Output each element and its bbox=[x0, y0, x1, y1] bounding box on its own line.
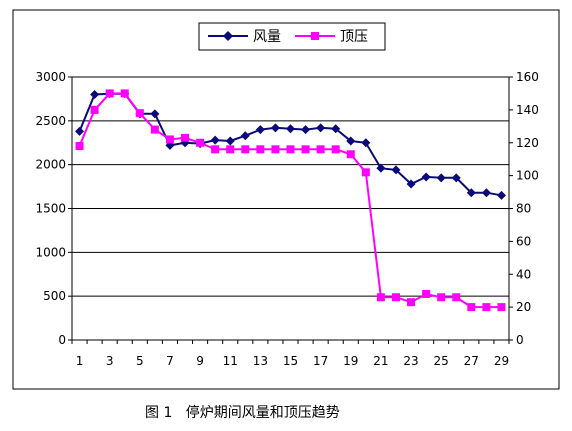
grid-lines bbox=[72, 76, 509, 297]
x-tick-label: 3 bbox=[106, 354, 114, 368]
right-tick-label: 40 bbox=[516, 267, 531, 281]
legend-label-fengliang: 风量 bbox=[253, 29, 281, 45]
data-point-diamond bbox=[451, 173, 461, 183]
data-point-diamond bbox=[210, 135, 220, 145]
x-tick-label: 5 bbox=[136, 354, 144, 368]
data-point-square bbox=[407, 298, 416, 307]
data-point-square bbox=[301, 145, 310, 154]
right-tick-label: 160 bbox=[516, 70, 539, 84]
data-point-square bbox=[437, 293, 446, 302]
data-point-square bbox=[256, 145, 265, 154]
data-point-square bbox=[286, 145, 295, 154]
data-point-diamond bbox=[286, 124, 295, 134]
data-point-square bbox=[467, 303, 476, 312]
x-tick-label: 23 bbox=[403, 354, 418, 368]
data-point-square bbox=[422, 289, 431, 298]
data-point-diamond bbox=[466, 188, 476, 198]
data-point-square bbox=[226, 145, 235, 154]
data-point-diamond bbox=[270, 123, 280, 133]
left-tick-label: 3000 bbox=[35, 70, 66, 84]
data-point-diamond bbox=[301, 125, 311, 135]
data-point-square bbox=[271, 145, 280, 154]
legend-label-dingya: 顶压 bbox=[340, 29, 368, 45]
left-tick-label: 1000 bbox=[35, 245, 66, 259]
x-tick-label: 15 bbox=[283, 354, 298, 368]
data-point-diamond bbox=[316, 123, 326, 133]
right-tick-label: 120 bbox=[516, 136, 539, 150]
data-point-square bbox=[181, 133, 190, 142]
data-point-square bbox=[241, 145, 250, 154]
data-point-square bbox=[497, 303, 506, 312]
legend-diamond-icon bbox=[223, 31, 233, 41]
data-point-square bbox=[376, 293, 385, 302]
data-point-square bbox=[452, 293, 461, 302]
data-point-square bbox=[482, 303, 491, 312]
left-tick-label: 0 bbox=[58, 333, 66, 347]
x-tick-label: 17 bbox=[313, 354, 328, 368]
data-point-diamond bbox=[150, 109, 160, 119]
legend: 风量 顶压 bbox=[198, 22, 386, 51]
data-point-square bbox=[316, 145, 325, 154]
x-tick-label: 19 bbox=[343, 354, 358, 368]
data-point-square bbox=[391, 293, 400, 302]
data-point-diamond bbox=[421, 172, 431, 182]
figure-caption: 图 1 停炉期间风量和顶压趋势 bbox=[145, 404, 340, 421]
x-tick-label: 27 bbox=[464, 354, 479, 368]
data-point-square bbox=[165, 135, 174, 144]
left-tick-label: 2500 bbox=[35, 114, 66, 128]
data-point-square bbox=[150, 125, 159, 134]
data-point-square bbox=[105, 89, 114, 98]
data-point-square bbox=[346, 150, 355, 159]
series-layer bbox=[75, 89, 506, 312]
data-point-diamond bbox=[225, 136, 235, 146]
left-tick-label: 2000 bbox=[35, 158, 66, 172]
data-point-diamond bbox=[481, 188, 491, 198]
data-point-square bbox=[196, 138, 205, 147]
data-point-diamond bbox=[331, 124, 341, 134]
x-tick-label: 13 bbox=[253, 354, 268, 368]
data-point-diamond bbox=[240, 131, 250, 141]
left-tick-label: 500 bbox=[43, 289, 66, 303]
legend-square-icon bbox=[311, 32, 319, 40]
right-tick-label: 0 bbox=[516, 333, 524, 347]
right-tick-label: 80 bbox=[516, 202, 531, 216]
data-point-diamond bbox=[255, 125, 265, 135]
right-tick-label: 20 bbox=[516, 300, 531, 314]
data-point-square bbox=[75, 142, 84, 151]
axes: 0 500 1000 1500 2000 2500 3000 0 20 40 60 80 100 120 1… bbox=[35, 70, 538, 368]
right-tick-label: 100 bbox=[516, 169, 539, 183]
data-point-square bbox=[361, 168, 370, 177]
data-point-square bbox=[135, 109, 144, 118]
right-tick-label: 140 bbox=[516, 103, 539, 117]
x-tick-label: 21 bbox=[373, 354, 388, 368]
data-point-square bbox=[331, 145, 340, 154]
data-point-diamond bbox=[361, 138, 371, 148]
data-point-diamond bbox=[346, 136, 356, 146]
x-tick-label: 9 bbox=[196, 354, 204, 368]
left-tick-label: 1500 bbox=[35, 202, 66, 216]
data-point-diamond bbox=[75, 126, 85, 136]
data-point-diamond bbox=[436, 173, 446, 183]
x-tick-label: 11 bbox=[223, 354, 238, 368]
x-tick-label: 25 bbox=[434, 354, 449, 368]
x-tick-label: 1 bbox=[76, 354, 84, 368]
data-point-diamond bbox=[496, 190, 506, 200]
data-point-square bbox=[90, 105, 99, 114]
data-point-square bbox=[211, 145, 220, 154]
x-tick-label: 29 bbox=[494, 354, 509, 368]
data-point-diamond bbox=[90, 90, 100, 100]
data-point-diamond bbox=[376, 163, 386, 173]
data-point-diamond bbox=[406, 179, 416, 189]
x-tick-label: 7 bbox=[166, 354, 174, 368]
data-point-diamond bbox=[391, 165, 401, 175]
right-tick-label: 60 bbox=[516, 234, 531, 248]
data-point-square bbox=[120, 89, 129, 98]
